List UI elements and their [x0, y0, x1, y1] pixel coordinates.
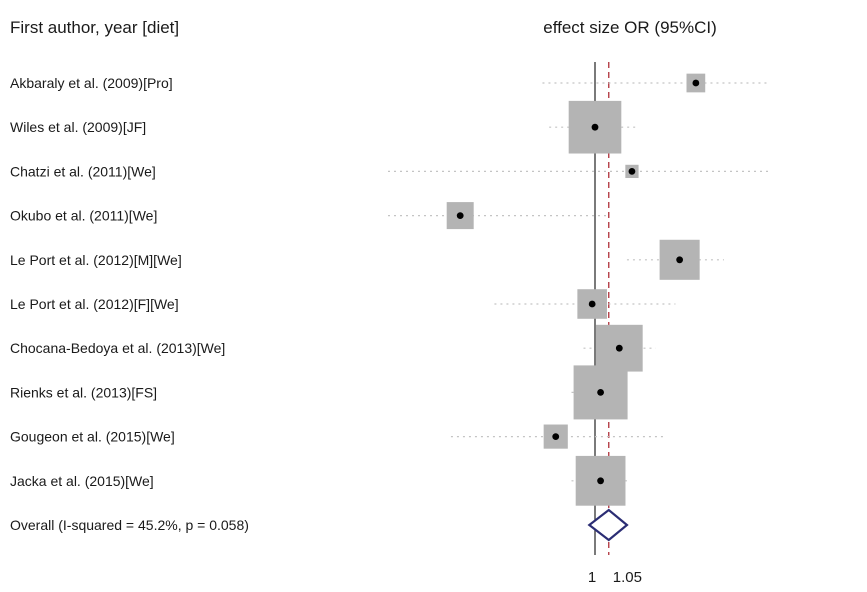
study-label: Chatzi et al. (2011)[We] [10, 163, 156, 179]
study-row: Le Port et al. (2012)[F][We] [10, 289, 676, 319]
study-label: Chocana-Bedoya et al. (2013)[We] [10, 340, 225, 356]
study-label: Rienks et al. (2013)[FS] [10, 384, 157, 400]
study-label: Akbaraly et al. (2009)[Pro] [10, 75, 173, 91]
study-label: Okubo et al. (2011)[We] [10, 208, 157, 224]
header-study-column: First author, year [diet] [10, 18, 179, 37]
x-axis-ticks: 1 1.05 [588, 569, 642, 586]
point-estimate-marker [628, 168, 636, 175]
study-row: Akbaraly et al. (2009)[Pro] [10, 73, 770, 93]
study-row: Chatzi et al. (2011)[We] [10, 163, 770, 179]
study-row: Le Port et al. (2012)[M][We] [10, 239, 724, 280]
study-row: Chocana-Bedoya et al. (2013)[We] [10, 324, 656, 372]
pooled-effect-diamond [587, 508, 629, 542]
overall-row: Overall (I-squared = 45.2%, p = 0.058) [10, 508, 629, 542]
point-estimate-marker [588, 300, 596, 308]
study-row: Rienks et al. (2013)[FS] [10, 365, 630, 420]
study-label: Jacka et al. (2015)[We] [10, 473, 154, 489]
point-estimate-marker [591, 123, 599, 131]
study-label: Le Port et al. (2012)[F][We] [10, 296, 179, 312]
study-rows: Akbaraly et al. (2009)[Pro] Wiles et al. … [10, 73, 770, 506]
point-estimate-marker [456, 212, 464, 220]
overall-label: Overall (I-squared = 45.2%, p = 0.058) [10, 517, 249, 533]
x-tick-label: 1.05 [613, 569, 642, 586]
study-label: Wiles et al. (2009)[JF] [10, 119, 146, 135]
point-estimate-marker [597, 477, 604, 485]
point-estimate-marker [552, 433, 560, 440]
point-estimate-marker [615, 344, 623, 352]
point-estimate-marker [692, 79, 700, 87]
point-estimate-marker [676, 256, 684, 264]
study-row: Jacka et al. (2015)[We] [10, 455, 627, 506]
study-row: Wiles et al. (2009)[JF] [10, 100, 637, 154]
study-label: Gougeon et al. (2015)[We] [10, 429, 175, 445]
study-row: Gougeon et al. (2015)[We] [10, 424, 665, 449]
header-effect-size-column: effect size OR (95%CI) [543, 18, 717, 37]
study-row: Okubo et al. (2011)[We] [10, 202, 609, 230]
point-estimate-marker [597, 389, 604, 396]
x-tick-label: 1 [588, 569, 596, 586]
study-label: Le Port et al. (2012)[M][We] [10, 252, 182, 268]
